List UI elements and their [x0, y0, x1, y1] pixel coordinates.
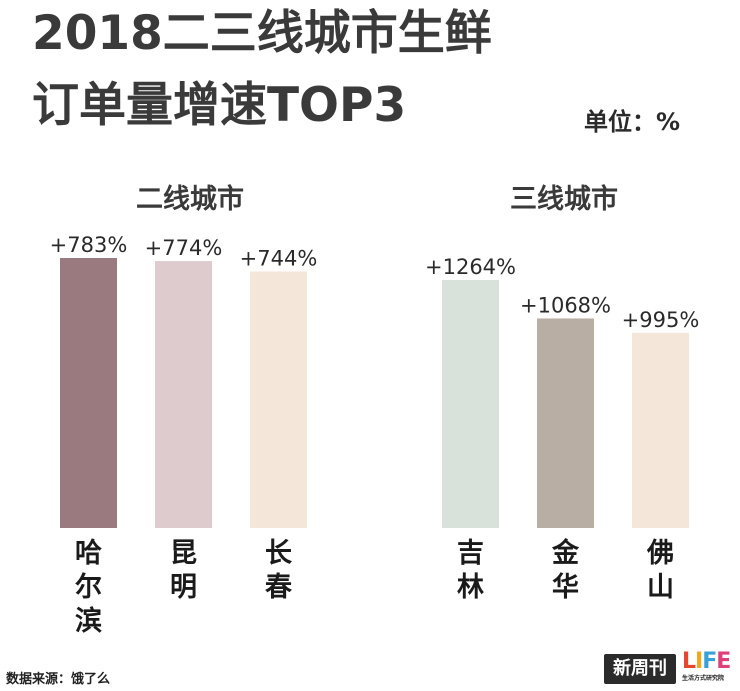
- category-label-哈尔滨-0: 哈: [75, 538, 102, 569]
- category-label-昆明-0: 昆: [170, 538, 197, 569]
- life-logo-subtitle: 生活方式研究院: [682, 675, 725, 682]
- data-source-note: 数据来源：饿了么: [6, 672, 111, 687]
- data-label-吉林: +1264%: [425, 255, 516, 279]
- category-label-吉林-1: 林: [457, 572, 484, 603]
- category-label-哈尔滨-1: 尔: [75, 572, 102, 603]
- category-label-长春-1: 春: [265, 572, 293, 603]
- xinzhoukan-logo: 新周刊: [604, 654, 676, 684]
- category-label-佛山-1: 山: [647, 572, 674, 603]
- life-logo: LIFE 生活方式研究院: [682, 650, 738, 688]
- data-label-长春: +744%: [240, 246, 318, 270]
- bar-长春: [250, 271, 307, 528]
- bar-昆明: [155, 261, 212, 528]
- life-logo-word: LIFE: [682, 649, 731, 674]
- data-label-昆明: +774%: [145, 236, 223, 260]
- data-label-佛山: +995%: [622, 308, 700, 332]
- data-label-哈尔滨: +783%: [50, 233, 128, 257]
- chart-title-line-2: 订单量增速TOP3: [32, 78, 407, 133]
- category-label-吉林-0: 吉: [457, 538, 484, 569]
- category-label-金华-0: 金: [551, 537, 580, 569]
- category-label-昆明-1: 明: [170, 572, 197, 603]
- category-label-佛山-0: 佛: [646, 538, 674, 569]
- category-label-哈尔滨-2: 滨: [75, 605, 102, 637]
- chart-title-line-1: 2018二三线城市生鲜: [32, 6, 492, 61]
- bar-佛山: [632, 332, 689, 528]
- category-label-长春-0: 长: [265, 538, 293, 569]
- unit-label: 单位：%: [584, 108, 681, 136]
- bar-吉林: [442, 280, 499, 528]
- data-label-金华: +1068%: [520, 293, 611, 317]
- bar-哈尔滨: [60, 258, 117, 528]
- category-label-金华-1: 华: [552, 571, 579, 603]
- bar-金华: [537, 318, 594, 528]
- group-title-tier2: 二线城市: [136, 184, 244, 215]
- group-title-tier3: 三线城市: [510, 184, 618, 215]
